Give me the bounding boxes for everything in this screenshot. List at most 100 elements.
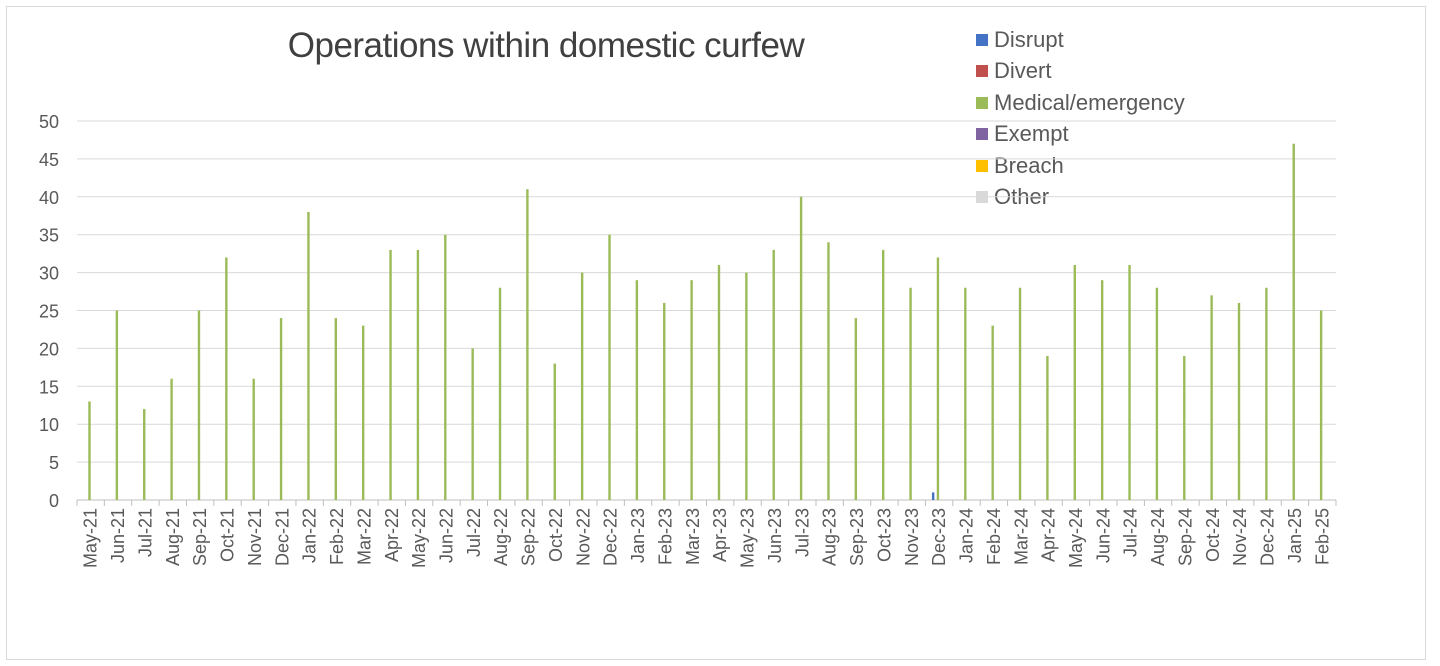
x-tick-label: Dec-22 xyxy=(601,508,621,566)
bar-medical-emergency xyxy=(991,325,994,500)
x-tick-label: Jun-21 xyxy=(108,508,128,563)
x-tick-label: Nov-22 xyxy=(573,508,593,566)
x-tick-label: Sep-23 xyxy=(847,508,867,566)
bar-medical-emergency xyxy=(1292,143,1295,501)
bar-medical-emergency xyxy=(745,272,748,500)
legend-swatch xyxy=(976,96,988,109)
x-tick-label: Mar-22 xyxy=(354,508,374,565)
y-tick-label: 0 xyxy=(49,491,59,511)
bar-medical-emergency xyxy=(361,325,365,500)
bar-medical-emergency xyxy=(909,287,912,500)
bar-disrupt xyxy=(931,492,935,500)
x-tick-label: Feb-23 xyxy=(655,508,675,565)
legend-label: Breach xyxy=(994,152,1064,178)
bar-medical-emergency xyxy=(115,310,119,500)
x-tick-label: Mar-24 xyxy=(1011,508,1031,565)
x-tick-label: May-24 xyxy=(1066,508,1086,568)
bar-medical-emergency xyxy=(498,287,502,500)
bar-medical-emergency xyxy=(1237,302,1241,500)
x-tick-label: Aug-23 xyxy=(820,508,840,566)
x-tick-label: May-21 xyxy=(81,508,101,568)
x-tick-label: Jan-22 xyxy=(300,508,320,563)
x-tick-label: Apr-24 xyxy=(1039,508,1059,562)
bar-medical-emergency xyxy=(197,310,201,500)
x-tick-label: Jul-23 xyxy=(792,508,812,557)
bar-medical-emergency xyxy=(1100,280,1104,500)
bar-medical-emergency xyxy=(225,257,228,500)
bar-medical-emergency xyxy=(252,378,255,500)
bar-medical-emergency xyxy=(143,409,146,500)
bar-medical-emergency xyxy=(1073,265,1076,500)
bar-medical-emergency xyxy=(717,265,721,500)
legend: Disrupt Divert Medical/emergency Exempt … xyxy=(976,24,1185,213)
bar-medical-emergency xyxy=(580,272,584,500)
x-tick-label: Feb-25 xyxy=(1312,508,1332,565)
legend-label: Divert xyxy=(994,58,1052,84)
x-tick-label: Jan-23 xyxy=(628,508,648,563)
y-tick-label: 35 xyxy=(39,226,59,246)
y-tick-label: 5 xyxy=(49,453,59,473)
bar-medical-emergency xyxy=(635,280,639,500)
bar-medical-emergency xyxy=(444,234,447,500)
x-tick-label: Dec-24 xyxy=(1258,508,1278,566)
legend-item-divert: Divert xyxy=(976,56,1185,88)
y-tick-label: 50 xyxy=(39,112,59,132)
legend-swatch xyxy=(976,65,988,78)
bar-medical-emergency xyxy=(170,378,173,500)
y-tick-label: 30 xyxy=(39,264,59,284)
x-tick-label: Feb-24 xyxy=(984,508,1004,565)
y-tick-label: 25 xyxy=(39,302,59,322)
bar-medical-emergency xyxy=(334,318,338,500)
legend-label: Disrupt xyxy=(994,26,1064,52)
chart-frame xyxy=(6,6,1426,660)
y-tick-label: 20 xyxy=(39,339,59,359)
legend-swatch xyxy=(976,159,988,172)
x-tick-label: Jan-25 xyxy=(1285,508,1305,563)
x-tick-label: Oct-21 xyxy=(218,508,238,562)
x-tick-label: Nov-24 xyxy=(1230,508,1250,566)
x-tick-label: Aug-22 xyxy=(491,508,511,566)
legend-label: Exempt xyxy=(994,121,1069,147)
bar-medical-emergency xyxy=(471,348,474,500)
x-tick-label: Dec-23 xyxy=(929,508,949,566)
bar-medical-emergency xyxy=(1319,310,1323,500)
x-tick-label: Feb-22 xyxy=(327,508,347,565)
x-tick-label: Aug-21 xyxy=(163,508,183,566)
bar-medical-emergency xyxy=(827,242,830,500)
bar-medical-emergency xyxy=(964,287,967,500)
x-tick-label: Jul-22 xyxy=(464,508,484,557)
legend-item-exempt: Exempt xyxy=(976,119,1185,151)
x-tick-label: Nov-21 xyxy=(245,508,265,566)
bar-medical-emergency xyxy=(1046,355,1049,500)
y-tick-label: 40 xyxy=(39,188,59,208)
bar-medical-emergency xyxy=(1155,287,1159,500)
y-tick-label: 10 xyxy=(39,415,59,435)
bar-medical-emergency xyxy=(88,401,91,500)
bar-medical-emergency xyxy=(1183,355,1186,500)
x-tick-label: Oct-23 xyxy=(874,508,894,562)
bar-medical-emergency xyxy=(882,249,885,500)
legend-swatch xyxy=(976,33,988,46)
bar-medical-emergency xyxy=(416,249,420,500)
x-tick-label: Nov-23 xyxy=(902,508,922,566)
x-tick-label: Oct-24 xyxy=(1203,508,1223,562)
bar-medical-emergency xyxy=(690,280,693,500)
bar-medical-emergency xyxy=(854,318,858,500)
legend-label: Medical/emergency xyxy=(994,89,1185,115)
legend-item-breach: Breach xyxy=(976,150,1185,182)
bar-medical-emergency xyxy=(389,249,392,500)
x-tick-label: Aug-24 xyxy=(1148,508,1168,566)
legend-item-disrupt: Disrupt xyxy=(976,24,1185,56)
bar-medical-emergency xyxy=(1018,287,1022,500)
bar-medical-emergency xyxy=(799,196,803,501)
x-tick-label: Jun-24 xyxy=(1093,508,1113,563)
x-tick-label: Oct-22 xyxy=(546,508,566,562)
x-tick-label: Sep-24 xyxy=(1175,508,1195,566)
bar-medical-emergency xyxy=(526,189,529,500)
x-tick-label: Jan-24 xyxy=(957,508,977,563)
x-tick-label: Jul-24 xyxy=(1121,508,1141,557)
x-tick-label: Jul-21 xyxy=(135,508,155,557)
bar-medical-emergency xyxy=(1128,265,1131,500)
bar-medical-emergency xyxy=(936,257,940,500)
